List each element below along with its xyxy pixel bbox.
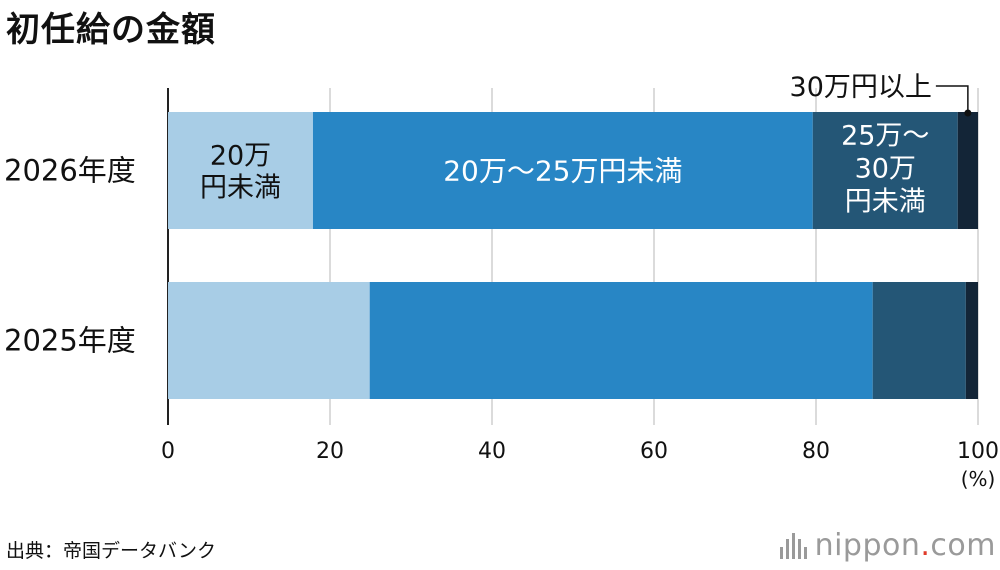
- bar-segment-1-1: [369, 282, 873, 399]
- segment-label-0-line1: 20万: [210, 141, 271, 172]
- bar-segment-1-3: [965, 282, 978, 399]
- logo-suffix: com: [930, 528, 996, 563]
- nippon-logo: nippon. com: [779, 528, 996, 563]
- x-tick-label-20: 20: [316, 439, 344, 464]
- bar-segment-0-1: [312, 112, 813, 229]
- x-unit-label: (%): [961, 467, 996, 491]
- x-tick-label-40: 40: [478, 439, 506, 464]
- logo-dot: .: [920, 528, 931, 563]
- category-label-0: 2026年度: [4, 154, 136, 188]
- segment-label-2-line3: 円未満: [845, 187, 926, 218]
- stacked-bar-chart: 2026年度2025年度20万円未満20万～25万円未満25万～30万円未満30…: [4, 72, 999, 491]
- segment-label-0-line2: 円未満: [200, 173, 281, 204]
- segment-label-1: 20万～25万円未満: [443, 155, 682, 188]
- bar-segment-0-2: [812, 112, 958, 229]
- segment-label-2-line1: 25万～: [841, 121, 929, 152]
- x-tick-label-80: 80: [802, 439, 830, 464]
- category-label-1: 2025年度: [4, 324, 136, 358]
- segment-label-3: 30万円以上: [790, 72, 932, 103]
- callout-leader: [935, 85, 969, 113]
- x-tick-label-0: 0: [161, 439, 175, 464]
- bar-segment-0-0: [168, 112, 313, 229]
- x-tick-label-60: 60: [640, 439, 668, 464]
- chart-title: 初任給の金額: [6, 10, 216, 50]
- bar-segment-1-2: [872, 282, 966, 399]
- bar-segment-0-3: [957, 112, 978, 229]
- logo-mark-icon: [779, 532, 807, 559]
- source-note: 出典：帝国データバンク: [6, 540, 216, 562]
- segment-label-2-line2: 30万: [855, 154, 916, 185]
- logo-text: nippon: [814, 528, 921, 563]
- x-tick-label-100: 100: [957, 439, 999, 464]
- bar-segment-1-0: [168, 282, 370, 399]
